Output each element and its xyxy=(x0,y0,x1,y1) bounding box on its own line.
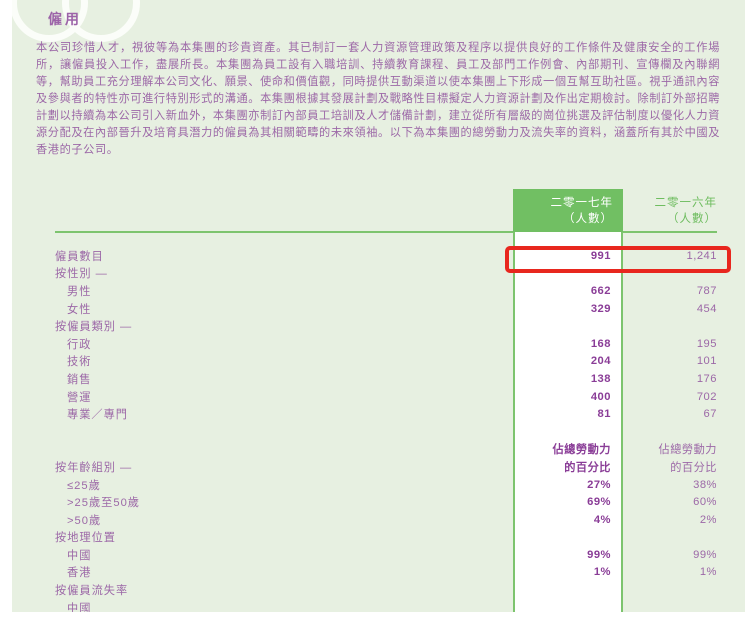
column-header-2016-year: 二零一六年 xyxy=(654,197,717,209)
value-2017: 99% xyxy=(587,548,611,561)
row-label: 營運 xyxy=(67,391,92,404)
column-header-2016: 二零一六年 （人數） xyxy=(623,195,717,227)
row-label: 僱員數目 xyxy=(55,250,104,263)
value-2017: 991 xyxy=(590,249,611,262)
table-top-rule xyxy=(55,231,717,233)
value-2017: 69% xyxy=(587,496,611,509)
value-2017: 27% xyxy=(587,478,611,491)
value-2016: 702 xyxy=(696,390,717,403)
table-row: 男性 662 787 xyxy=(55,282,717,300)
value-2017: 168 xyxy=(590,337,611,350)
row-label: 按僱員類別 — xyxy=(55,321,133,334)
value-2016: 1% xyxy=(699,566,717,579)
value-2016: 787 xyxy=(696,284,717,297)
table-row: 營運 400 702 xyxy=(55,388,717,406)
value-2016: 99% xyxy=(693,548,717,561)
value-2017: 400 xyxy=(590,390,611,403)
table-row: 銷售 138 176 xyxy=(55,370,717,388)
table-row: >50歲 4% 2% xyxy=(55,511,717,529)
row-label: 銷售 xyxy=(67,373,92,386)
column-header-2017: 二零一七年 （人數） xyxy=(513,189,623,232)
row-label: 按性別 — xyxy=(55,268,108,281)
value-2016: 的百分比 xyxy=(670,461,717,474)
table-row: 按僱員類別 — xyxy=(55,317,717,335)
table-row: 女性 329 454 xyxy=(55,300,717,318)
value-2016: 1,241 xyxy=(686,249,717,262)
row-label: 中國 xyxy=(67,549,92,562)
table-row: 技術 204 101 xyxy=(55,353,717,371)
value-2016: 195 xyxy=(696,337,717,350)
value-2016: 454 xyxy=(696,302,717,315)
employment-paragraph: 本公司珍惜人才，視彼等為本集團的珍貴資產。其已制訂一套人力資源管理政策及程序以提… xyxy=(36,42,720,156)
row-label: ≤25歲 xyxy=(67,479,101,492)
report-page: 僱用 本公司珍惜人才，視彼等為本集團的珍貴資產。其已制訂一套人力資源管理政策及程… xyxy=(12,0,745,612)
table-row: >25歲至50歲 69% 60% xyxy=(55,493,717,511)
row-label: 行政 xyxy=(67,338,92,351)
table-row: 專業／專門 81 67 xyxy=(55,405,717,423)
table-row: 僱員數目 991 1,241 xyxy=(55,247,717,265)
row-label: 中國 xyxy=(67,602,92,612)
value-2016: 2% xyxy=(699,513,717,526)
value-2017: 138 xyxy=(590,372,611,385)
value-2016: 101 xyxy=(696,355,717,368)
table-row: 中國 xyxy=(55,599,717,612)
employment-table: 僱員數目 991 1,241 按性別 — 男性 662 787 女性 329 4… xyxy=(55,247,717,612)
row-label: >50歲 xyxy=(67,514,102,527)
value-2016: 佔總勞動力 xyxy=(658,444,717,457)
row-label: 按僱員流失率 xyxy=(55,585,129,598)
row-label: 香港 xyxy=(67,567,92,580)
row-label: 技術 xyxy=(67,356,92,369)
row-label: 按年齡組別 — xyxy=(55,461,133,474)
value-2016: 67 xyxy=(703,408,717,421)
value-2017: 1% xyxy=(593,566,611,579)
row-label: 按地理位置 xyxy=(55,532,116,545)
column-2017-band xyxy=(513,232,623,612)
value-2016: 176 xyxy=(696,372,717,385)
row-label: 男性 xyxy=(67,285,92,298)
table-row: 按地理位置 xyxy=(55,529,717,547)
value-2017: 662 xyxy=(590,284,611,297)
value-2017: 204 xyxy=(590,355,611,368)
table-row: ≤25歲 27% 38% xyxy=(55,476,717,494)
table-row: 佔總勞動力 佔總勞動力 xyxy=(55,441,717,459)
value-2017: 佔總勞動力 xyxy=(552,444,611,457)
table-row: 香港 1% 1% xyxy=(55,564,717,582)
column-header-2016-unit: （人數） xyxy=(667,213,717,225)
row-label: 女性 xyxy=(67,303,92,316)
table-row: 按性別 — xyxy=(55,265,717,283)
table-row: 行政 168 195 xyxy=(55,335,717,353)
value-2016: 60% xyxy=(693,496,717,509)
row-label: 專業／專門 xyxy=(67,409,128,422)
value-2017: 4% xyxy=(593,513,611,526)
section-title: 僱用 xyxy=(48,11,82,27)
column-header-2017-unit: （人數） xyxy=(563,213,613,225)
value-2017: 329 xyxy=(590,302,611,315)
row-label: >25歲至50歲 xyxy=(67,497,140,510)
table-row: 按僱員流失率 xyxy=(55,581,717,599)
table-row: 按年齡組別 — 的百分比 的百分比 xyxy=(55,458,717,476)
value-2016: 38% xyxy=(693,478,717,491)
column-header-2017-year: 二零一七年 xyxy=(550,197,613,209)
red-highlight-box xyxy=(505,246,731,273)
table-row xyxy=(55,423,717,441)
value-2017: 81 xyxy=(597,408,611,421)
value-2017: 的百分比 xyxy=(564,461,611,474)
table-row: 中國 99% 99% xyxy=(55,546,717,564)
